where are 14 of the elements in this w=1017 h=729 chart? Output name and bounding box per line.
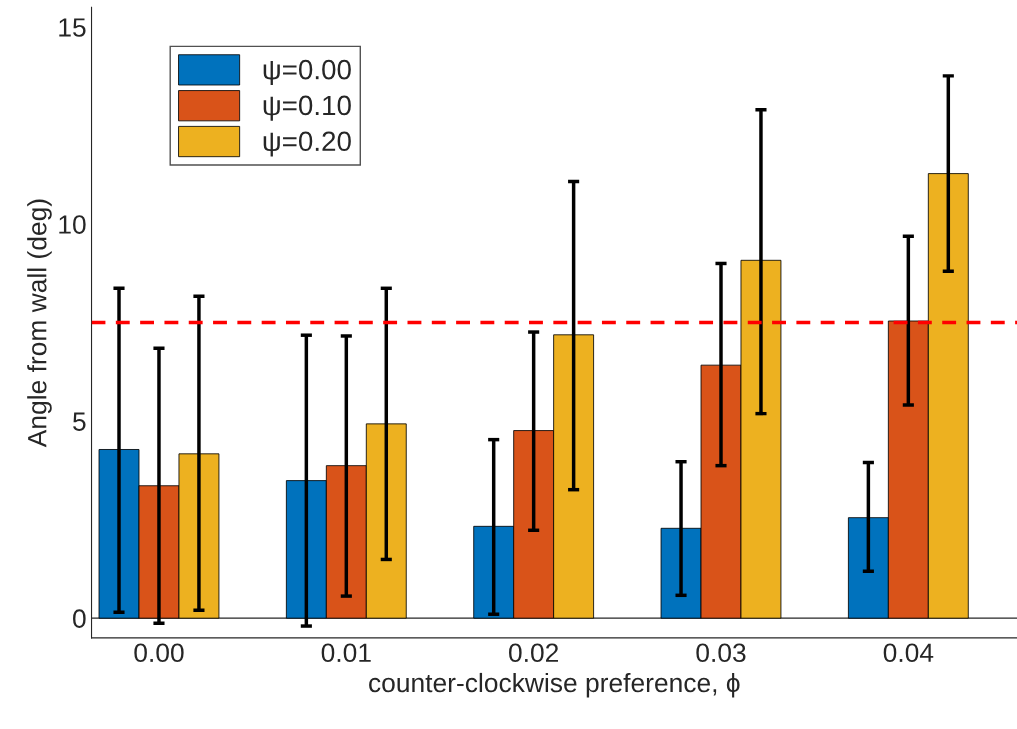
legend-label: ψ=0.10 xyxy=(263,95,351,121)
x-tick-label: 0.03 xyxy=(696,643,746,663)
legend-label: ψ=0.20 xyxy=(263,131,351,157)
y-tick-label: 15 xyxy=(59,18,86,37)
legend-label: ψ=0.00 xyxy=(263,59,351,85)
y-tick-label: 10 xyxy=(59,215,86,234)
y-tick-label: 5 xyxy=(73,412,86,431)
x-tick-label: 0.02 xyxy=(509,643,559,663)
y-tick-label: 0 xyxy=(73,609,86,628)
x-axis-title: counter-clockwise preference, ϕ xyxy=(369,672,740,698)
x-tick-label: 0.04 xyxy=(883,643,934,663)
x-tick-label: 0.00 xyxy=(134,643,184,663)
y-axis-title: Angle from wall (deg) xyxy=(27,199,52,448)
x-tick-label: 0.01 xyxy=(321,643,371,663)
